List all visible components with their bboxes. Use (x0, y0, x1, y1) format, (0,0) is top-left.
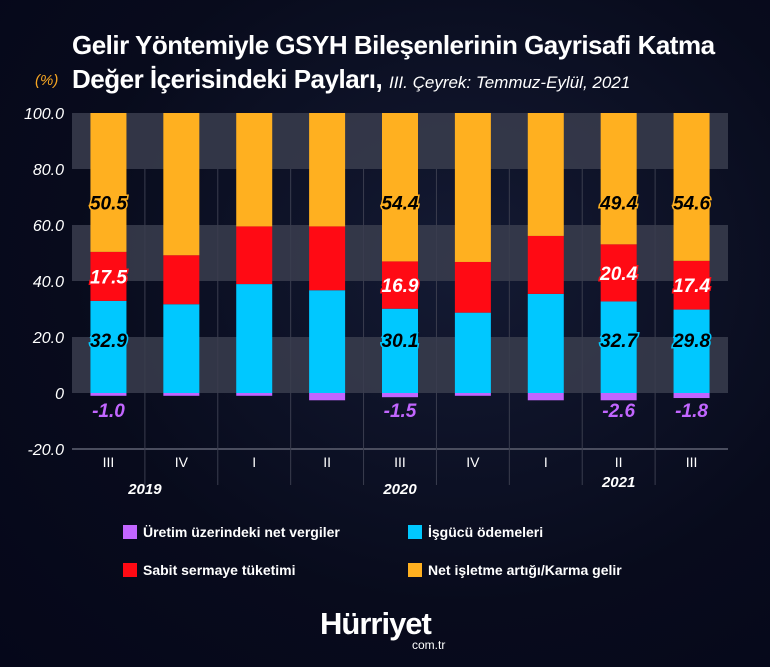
legend-label: Üretim üzerindeki net vergiler (143, 524, 340, 540)
bar-segment-labour (90, 300, 127, 393)
unit-label: (%) (35, 72, 59, 89)
bar-segment-surplus (454, 113, 491, 262)
x-tick-label: III (686, 454, 698, 470)
title-line-2: Değer İçerisindeki Payları, (72, 64, 383, 94)
data-label-taxes: -1.0 (92, 401, 125, 422)
y-tick-label: 0 (55, 386, 64, 403)
bar-segment-capital (309, 226, 346, 291)
bar-segment-surplus (673, 113, 710, 261)
bar-segment-capital (90, 251, 127, 301)
bar-segment-surplus (90, 113, 127, 252)
x-tick-label: I (252, 454, 256, 470)
data-label-surplus: 54.6 (673, 194, 710, 215)
bar-segment-labour (163, 304, 200, 393)
y-tick-label: 100.0 (24, 106, 64, 123)
bar-segment-taxes (527, 393, 564, 401)
bar-segment-labour (454, 312, 491, 393)
bar-segment-taxes (600, 393, 637, 401)
x-tick-label: III (394, 454, 406, 470)
y-tick-label: -20.0 (28, 442, 65, 459)
legend-label: Net işletme artığı/Karma gelir (428, 562, 622, 578)
bar-segment-surplus (600, 113, 637, 245)
legend-swatch (408, 525, 422, 539)
legend-item-surplus: Net işletme artığı/Karma gelir (408, 562, 622, 578)
legend-item-taxes: Üretim üzerindeki net vergiler (123, 524, 340, 540)
chart-title: Gelir Yöntemiyle GSYH Bileşenlerinin Gay… (72, 28, 715, 100)
data-label-taxes: -1.8 (675, 401, 708, 422)
bar-segment-capital (382, 261, 418, 309)
bar-segment-surplus (382, 113, 418, 262)
y-tick-label: 40.0 (33, 274, 64, 291)
data-label-capital: 16.9 (382, 276, 419, 297)
y-tick-label: 60.0 (33, 218, 64, 235)
bar-segment-taxes (454, 393, 491, 396)
legend-item-labour: İşgücü ödemeleri (408, 524, 543, 540)
legend-label: İşgücü ödemeleri (428, 524, 544, 540)
legend-swatch (123, 525, 137, 539)
bar-segment-taxes (309, 393, 346, 401)
data-label-capital: 17.4 (673, 276, 710, 297)
bar-segment-surplus (163, 113, 200, 256)
data-label-labour: 30.1 (382, 331, 419, 352)
data-label-capital: 17.5 (90, 267, 127, 288)
legend-swatch (408, 563, 422, 577)
bar-segment-labour (600, 301, 637, 393)
bar-segment-surplus (527, 113, 564, 236)
x-tick-label: II (323, 454, 331, 470)
bar-segment-capital (673, 260, 710, 310)
y-tick-label: 20.0 (32, 330, 64, 347)
brand-domain: com.tr (412, 638, 446, 652)
x-tick-label: IV (175, 454, 189, 470)
data-label-labour: 32.7 (600, 331, 638, 352)
x-tick-label: I (544, 454, 548, 470)
bar-segment-taxes (673, 393, 710, 399)
bar-segment-capital (527, 235, 564, 294)
bar-segment-capital (163, 255, 200, 305)
x-tick-label: III (103, 454, 115, 470)
x-tick-label: IV (466, 454, 480, 470)
bar-segment-taxes (382, 393, 418, 398)
data-label-surplus: 50.5 (90, 194, 127, 215)
year-label: 2020 (382, 481, 417, 498)
data-label-labour: 29.8 (672, 331, 710, 352)
bar-segment-labour (673, 309, 710, 393)
bar-segment-labour (236, 284, 273, 393)
data-label-capital: 20.4 (599, 264, 637, 285)
bar-segment-surplus (236, 113, 273, 227)
bar-segment-taxes (163, 393, 200, 396)
legend-item-capital: Sabit sermaye tüketimi (123, 562, 296, 578)
year-label: 2019 (127, 481, 162, 498)
bar-segment-labour (382, 308, 418, 393)
data-label-taxes: -2.6 (602, 401, 635, 422)
chart-subtitle: III. Çeyrek: Temmuz-Eylül, 2021 (388, 73, 631, 92)
data-label-taxes: -1.5 (384, 401, 417, 422)
bar-segment-taxes (90, 393, 127, 396)
brand-logo: Hürriyet (320, 606, 432, 641)
title-line-1: Gelir Yöntemiyle GSYH Bileşenlerinin Gay… (72, 30, 715, 60)
bar-segment-taxes (236, 393, 273, 396)
bar-segment-capital (454, 261, 491, 313)
legend-label: Sabit sermaye tüketimi (143, 562, 296, 578)
bar-segment-labour (309, 290, 346, 393)
bar-segment-surplus (309, 113, 346, 227)
year-label: 2021 (601, 474, 635, 491)
legend-swatch (123, 563, 137, 577)
bar-segment-capital (236, 226, 273, 285)
bar-segment-labour (527, 293, 564, 393)
data-label-surplus: 49.4 (599, 194, 637, 215)
y-tick-label: 80.0 (33, 162, 64, 179)
data-label-surplus: 54.4 (382, 194, 419, 215)
bar-segment-capital (600, 244, 637, 302)
x-tick-label: II (615, 454, 623, 470)
data-label-labour: 32.9 (90, 331, 127, 352)
